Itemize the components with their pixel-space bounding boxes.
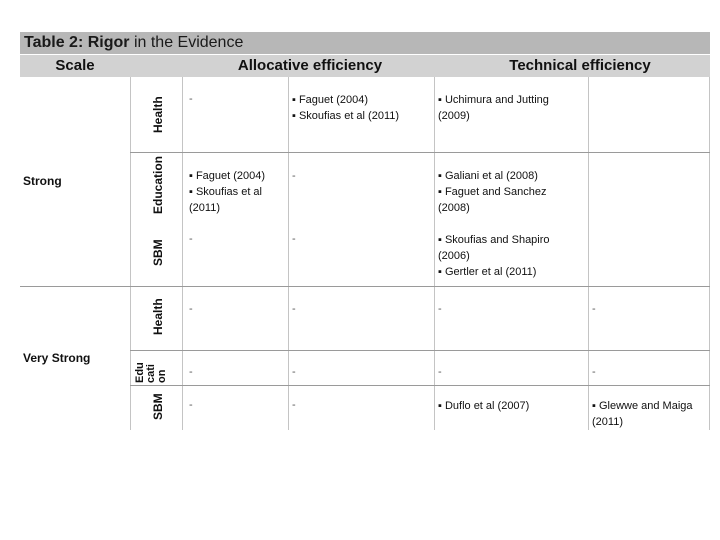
cell-dash: -	[189, 93, 193, 105]
citation: ▪ Galiani et al (2008)	[438, 170, 538, 182]
row-label-education: Education	[151, 155, 165, 214]
grid-line	[709, 77, 710, 430]
cell-dash: -	[189, 303, 193, 315]
row-divider	[130, 350, 710, 351]
citation: ▪ Skoufias et al (2011)	[292, 110, 400, 122]
cell-dash: -	[292, 170, 296, 182]
cell-dash: -	[592, 303, 596, 315]
citation: (2009)	[438, 110, 470, 122]
row-label-sbm: SBM	[151, 239, 165, 266]
citation: ▪ Glewwe and Maiga	[592, 400, 693, 412]
cell-dash: -	[292, 399, 296, 411]
citation: (2011)	[189, 202, 220, 214]
group-divider	[20, 286, 710, 287]
citation: ▪ Skoufias et al	[189, 186, 262, 198]
grid-line	[434, 77, 435, 430]
row-divider	[130, 152, 710, 153]
cell-dash: -	[438, 366, 442, 378]
cell-citations-clipped: ▪ Skoufias and Shapiro (2006) ▪ Gertler …	[438, 232, 586, 286]
cell-citations: ▪ Glewwe and Maiga (2011)	[592, 398, 693, 430]
title-rest: in the Evidence	[129, 34, 244, 51]
citation: ▪ Faguet (2004)	[189, 170, 266, 182]
citation: ▪ Gertler et al (2011)	[438, 266, 537, 278]
cell-dash: -	[292, 233, 296, 245]
cell-citation: ▪ Duflo et al (2007)	[438, 400, 530, 412]
grid-line	[130, 77, 131, 430]
citation: (2011)	[592, 416, 623, 428]
row-label-education: Edu cati on	[134, 362, 168, 383]
table-title: Table 2: Rigor in the Evidence	[20, 32, 710, 54]
cell-citations: ▪ Galiani et al (2008) ▪ Faguet and Sanc…	[438, 168, 546, 216]
cell-dash: -	[592, 366, 596, 378]
scale-very-strong: Very Strong	[23, 351, 91, 365]
grid-line	[182, 77, 183, 430]
cell-dash: -	[438, 303, 442, 315]
grid-line	[588, 77, 589, 430]
cell-citations: ▪ Uchimura and Jutting (2009)	[438, 92, 549, 124]
citation: (2008)	[438, 202, 470, 214]
scale-strong: Strong	[23, 174, 62, 188]
table-header: Scale Allocative efficiency Technical ef…	[20, 55, 710, 77]
cell-dash: -	[189, 233, 193, 245]
row-label-health: Health	[151, 298, 165, 335]
row-divider	[130, 385, 710, 386]
row-label-sbm: SBM	[151, 393, 165, 420]
cell-dash: -	[189, 366, 193, 378]
cell-citations: ▪ Faguet (2004) ▪ Skoufias et al (2011)	[189, 168, 265, 216]
header-allocative: Allocative efficiency	[237, 57, 383, 74]
citation: ▪ Uchimura and Jutting	[438, 94, 549, 106]
title-bold: Table 2: Rigor	[24, 34, 130, 51]
cell-citations: ▪ Faguet (2004) ▪ Skoufias et al (2011)	[292, 92, 399, 124]
cell-dash: -	[292, 366, 296, 378]
header-technical: Technical efficiency	[509, 57, 651, 74]
citation: ▪ Skoufias and Shapiro	[438, 234, 550, 246]
citation: (2006)	[438, 250, 470, 262]
grid-line	[288, 77, 289, 430]
cell-dash: -	[189, 399, 193, 411]
row-label-health: Health	[151, 96, 165, 133]
citation: ▪ Faguet (2004)	[292, 94, 369, 106]
citation: ▪ Faguet and Sanchez	[438, 186, 547, 198]
cell-citations: ▪ Skoufias and Shapiro (2006) ▪ Gertler …	[438, 232, 550, 280]
cell-dash: -	[292, 303, 296, 315]
label-part: on	[156, 369, 168, 383]
header-scale: Scale	[55, 57, 95, 74]
